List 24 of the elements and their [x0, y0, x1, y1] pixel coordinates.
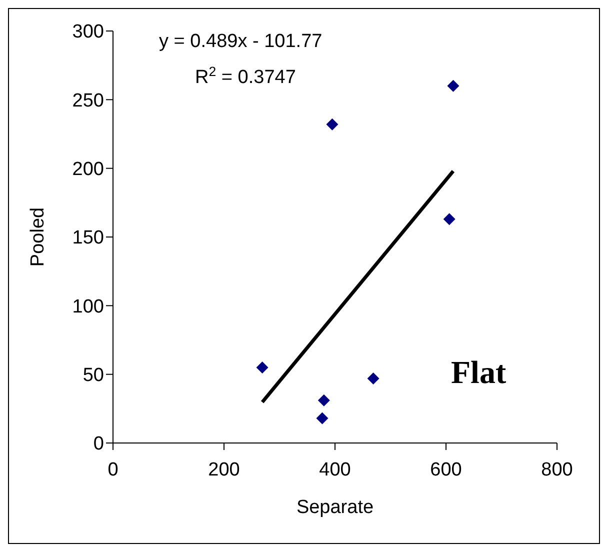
point	[316, 412, 328, 424]
y-tick-label: 0	[93, 434, 104, 455]
point	[256, 361, 268, 374]
point	[326, 118, 338, 130]
y-tick-label: 50	[82, 365, 104, 386]
x-axis-title: Separate	[296, 497, 374, 518]
annotation: Flat	[451, 354, 506, 390]
point	[367, 372, 380, 384]
y-tick-label: 200	[72, 159, 104, 180]
annotation: R$^{2}$ = 0.3747	[195, 64, 296, 88]
x-tick-label: 0	[108, 459, 118, 480]
y-tick-label: 250	[72, 90, 104, 112]
x-tick-label: 200	[208, 459, 240, 480]
point	[318, 394, 330, 406]
x-tick-label: 600	[430, 459, 462, 480]
y-tick-label: 300	[72, 22, 104, 43]
y-axis-title: Pooled	[28, 207, 49, 267]
x-tick-label: 400	[319, 459, 351, 480]
x-tick-label: 800	[541, 459, 573, 480]
point	[443, 213, 456, 226]
y-tick-label: 150	[72, 228, 104, 249]
y-tick-label: 100	[72, 296, 104, 318]
annotation: y = 0.489x - 101.77	[159, 31, 322, 52]
point	[447, 80, 460, 92]
